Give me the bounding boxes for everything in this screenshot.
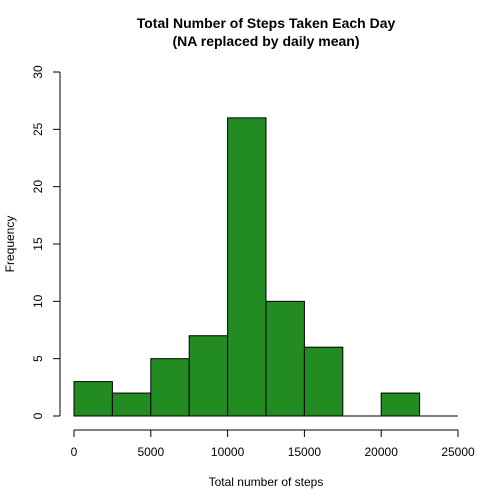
- histogram-bar: [380, 392, 421, 417]
- histogram-bar: [265, 300, 305, 417]
- y-tick-label: 15: [31, 237, 45, 251]
- x-axis-label: Total number of steps: [209, 475, 324, 489]
- chart-subtitle: (NA replaced by daily mean): [173, 33, 360, 49]
- histogram-bar: [111, 392, 152, 417]
- y-tick-label: 30: [31, 65, 45, 79]
- y-tick-label: 25: [31, 122, 45, 136]
- x-tick-label: 5000: [137, 445, 164, 459]
- x-axis: 0 5000 10000 15000 20000 25000: [71, 429, 475, 459]
- x-tick-label: 0: [71, 445, 78, 459]
- chart-title: Total Number of Steps Taken Each Day: [137, 15, 396, 31]
- histogram-bar: [303, 346, 344, 417]
- y-tick-label: 0: [31, 412, 45, 419]
- y-axis-label: Frequency: [3, 216, 17, 273]
- bars-group: [73, 117, 458, 417]
- histogram-bar: [188, 335, 229, 417]
- histogram-bar: [227, 117, 267, 417]
- y-axis: 0 5 10 15 20 25 30: [31, 65, 61, 419]
- y-tick-label: 20: [31, 180, 45, 194]
- x-tick-label: 20000: [365, 445, 399, 459]
- histogram-bar: [150, 358, 190, 417]
- x-tick-label: 15000: [288, 445, 322, 459]
- x-tick-label: 25000: [441, 445, 475, 459]
- y-tick-label: 5: [31, 355, 45, 362]
- histogram-bar: [73, 381, 113, 417]
- x-tick-label: 10000: [211, 445, 245, 459]
- y-tick-label: 10: [31, 294, 45, 308]
